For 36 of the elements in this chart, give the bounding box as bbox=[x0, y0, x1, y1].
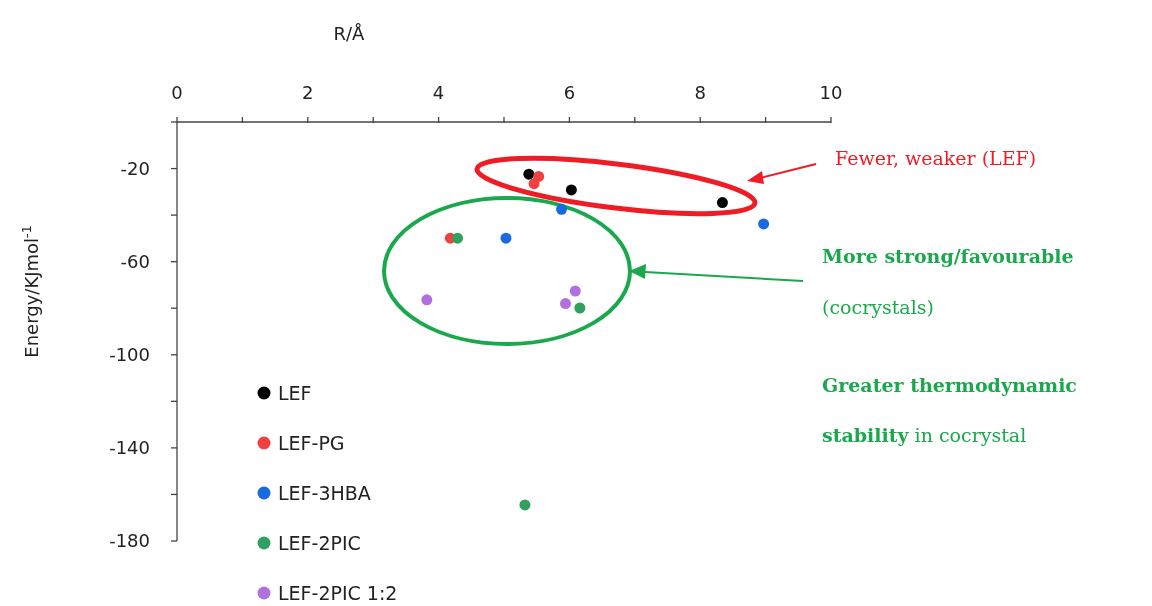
annotation: (cocrystals) bbox=[822, 296, 934, 318]
point bbox=[523, 168, 535, 180]
point bbox=[716, 197, 728, 209]
x-tick-label: 8 bbox=[694, 82, 706, 103]
x-tick-label: 0 bbox=[171, 82, 183, 103]
point bbox=[528, 178, 540, 190]
annotation: stability bbox=[822, 424, 910, 446]
point bbox=[569, 285, 581, 297]
y-tick-label: -100 bbox=[109, 344, 150, 366]
point bbox=[565, 184, 577, 196]
point bbox=[421, 294, 433, 306]
x-tick-label: 10 bbox=[819, 82, 843, 103]
y-tick-label: -60 bbox=[120, 250, 150, 272]
x-tick-label: 4 bbox=[432, 82, 445, 103]
point bbox=[574, 302, 586, 314]
x-tick-label: 2 bbox=[302, 82, 314, 103]
y-tick-label: -20 bbox=[120, 157, 150, 179]
legend-label: LEF-2PIC bbox=[278, 531, 361, 554]
legend-label: LEF-2PIC 1:2 bbox=[278, 581, 398, 604]
point bbox=[500, 232, 512, 244]
legend-label: LEF-3HBA bbox=[278, 481, 371, 504]
point bbox=[452, 232, 464, 244]
text: Fewer, weaker (LEF) bbox=[835, 147, 1037, 169]
annotation: More strong/favourable bbox=[822, 245, 1074, 267]
point bbox=[519, 499, 531, 511]
point bbox=[559, 298, 571, 310]
point bbox=[556, 203, 568, 215]
legend-label: LEF-PG bbox=[278, 431, 345, 454]
text: in cocrystal bbox=[908, 424, 1027, 446]
y-tick-label: -140 bbox=[109, 437, 150, 459]
x-axis-title: R/Å bbox=[333, 23, 366, 44]
legend-label: LEF bbox=[278, 381, 312, 404]
x-tick-label: 6 bbox=[563, 82, 576, 103]
y-tick-label: -180 bbox=[109, 530, 150, 552]
annotation: Greater thermodynamic bbox=[822, 374, 1077, 396]
point bbox=[758, 218, 770, 230]
